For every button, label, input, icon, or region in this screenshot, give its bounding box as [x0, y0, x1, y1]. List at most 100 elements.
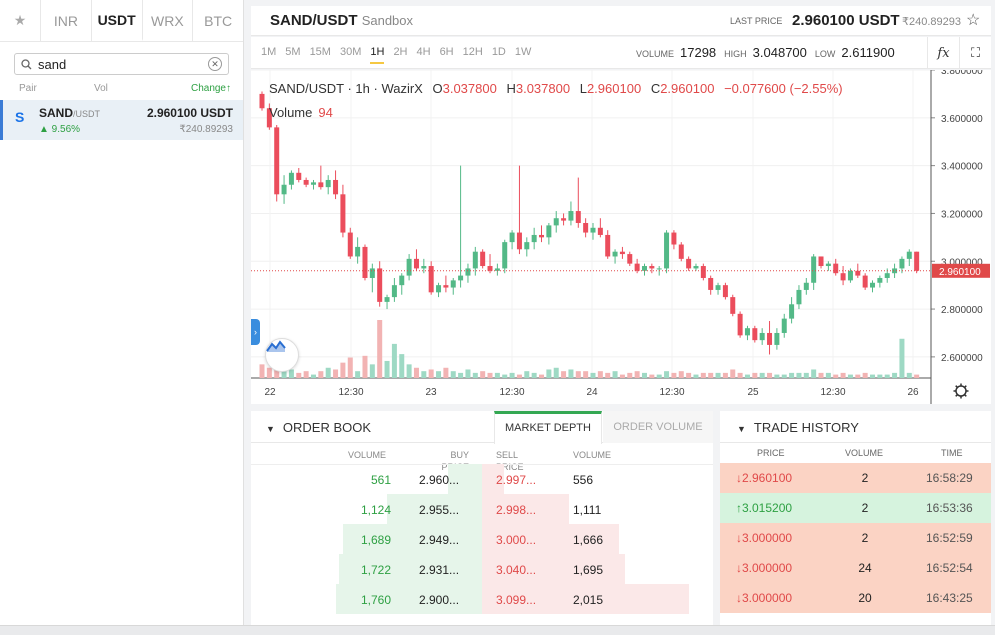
volume-bar: [546, 369, 552, 378]
price-chart[interactable]: 3.800000 3.600000 3.400000 3.200000 3.000000…: [251, 70, 991, 404]
trade-row[interactable]: ↓3.000000 24 16:52:54: [720, 553, 991, 583]
order-book-row[interactable]: 1,722 2.931... 3.040... 1,695: [251, 554, 713, 584]
horizontal-scrollbar[interactable]: [0, 625, 995, 635]
collapse-caret-icon: ▼: [266, 424, 275, 434]
order-book-panel: ▼ ORDER BOOK MARKET DEPTH ORDER VOLUME VO…: [251, 411, 713, 625]
buy-volume: 1,760: [360, 593, 391, 607]
favorite-star-icon[interactable]: ☆: [966, 12, 981, 29]
interval-1h[interactable]: 1H: [370, 46, 385, 64]
sell-depth-bar: [482, 464, 504, 494]
candlestick-chart[interactable]: 3.800000 3.600000 3.400000 3.200000 3.000000…: [251, 70, 991, 404]
volume-bar: [575, 371, 581, 378]
volume-bar: [877, 374, 883, 378]
tab-btc[interactable]: BTC: [204, 12, 233, 29]
trade-row[interactable]: ↓3.000000 20 16:43:25: [720, 583, 991, 613]
indicators-fx-icon[interactable]: fx: [927, 37, 959, 69]
candle-body: [811, 256, 817, 283]
candle-body: [744, 328, 750, 336]
interval-4h[interactable]: 4H: [416, 46, 431, 58]
interval-1d[interactable]: 1D: [491, 46, 506, 58]
fullscreen-icon[interactable]: ⛶: [959, 37, 991, 69]
candle-body: [458, 275, 464, 281]
volume-bar: [678, 371, 684, 378]
interval-30m[interactable]: 30M: [339, 46, 362, 58]
trade-history-title[interactable]: ▼ TRADE HISTORY: [737, 420, 859, 435]
trade-time: 16:53:36: [926, 501, 973, 515]
trade-row[interactable]: ↑3.015200 2 16:53:36: [720, 493, 991, 523]
volume-bar: [377, 320, 383, 378]
clear-search-icon[interactable]: ✕: [208, 57, 222, 71]
interval-15m[interactable]: 15M: [309, 46, 331, 58]
volume-bar: [539, 374, 545, 378]
y-tick-label: 2.600000: [941, 353, 983, 364]
interval-12h[interactable]: 12H: [462, 46, 483, 58]
tab-market-depth[interactable]: MARKET DEPTH: [494, 411, 602, 444]
tab-usdt[interactable]: USDT: [91, 0, 143, 41]
tab-wrx[interactable]: WRX: [143, 0, 194, 41]
col-price: PRICE: [757, 448, 785, 458]
volume-bar: [693, 374, 699, 378]
legend-volume-label: Volume: [269, 105, 313, 120]
market-stats: VOLUME 17298 HIGH 3.048700 LOW 2.611900: [636, 45, 903, 60]
volume-bar: [318, 371, 324, 378]
settings-gear-icon[interactable]: [953, 383, 969, 399]
market-sidebar: ★ INR USDT WRX BTC sand ✕ Pair Vol Chang…: [0, 0, 244, 625]
candle-body: [524, 242, 530, 250]
interval-1m[interactable]: 1M: [261, 46, 277, 58]
low-label: LOW: [814, 49, 836, 59]
candle-body: [266, 108, 272, 128]
col-change[interactable]: Change↑: [190, 83, 231, 94]
volume-bar: [649, 374, 655, 378]
volume-bar: [671, 372, 677, 378]
volume-bar: [310, 374, 316, 378]
tab-order-volume[interactable]: ORDER VOLUME: [603, 411, 713, 443]
trade-price: ↓3.000000: [736, 561, 793, 575]
col-vol[interactable]: Vol: [94, 83, 108, 94]
tab-inr[interactable]: INR: [41, 0, 92, 41]
sand-logo-icon: S: [15, 109, 25, 125]
buy-volume: 1,124: [360, 503, 391, 517]
order-book-row[interactable]: 1,760 2.900... 3.099... 2,015: [251, 584, 713, 614]
volume-bar: [436, 371, 442, 378]
buy-depth-bar: [336, 584, 482, 614]
order-book-row[interactable]: 561 2.960... 2.997... 556: [251, 464, 713, 494]
interval-2h[interactable]: 2H: [393, 46, 408, 58]
last-price-inr: ₹240.89293: [902, 16, 961, 28]
col-pair[interactable]: Pair: [19, 83, 37, 94]
volume-bar: [627, 372, 633, 378]
candle-body: [796, 289, 802, 305]
tab-favorites[interactable]: ★: [0, 0, 41, 41]
volume-bar: [722, 372, 728, 378]
candle-body: [752, 328, 758, 341]
volume-bar: [494, 372, 500, 378]
interval-5m[interactable]: 5M: [285, 46, 301, 58]
trade-volume: 2: [861, 501, 869, 515]
order-book-row[interactable]: 1,124 2.955... 2.998... 1,111: [251, 494, 713, 524]
pair-row-sand-usdt[interactable]: S SAND/USDT ▲ 9.56% 2.960100 USDT ₹240.8…: [0, 100, 243, 140]
interval-6h[interactable]: 6H: [439, 46, 454, 58]
expand-drawing-tools-icon[interactable]: ›: [251, 319, 260, 345]
order-book-row[interactable]: 1,689 2.949... 3.000... 1,666: [251, 524, 713, 554]
volume-bar: [664, 371, 670, 378]
sell-depth-bar: [482, 524, 619, 554]
candle-body: [362, 246, 368, 278]
candle-body: [693, 266, 699, 269]
order-book-title[interactable]: ▼ ORDER BOOK: [266, 420, 372, 435]
candle-body: [781, 318, 787, 333]
trade-row[interactable]: ↓2.960100 2 16:58:29: [720, 463, 991, 493]
header-mode: Sandbox: [361, 13, 414, 28]
candle-body: [590, 227, 596, 233]
buy-price: 2.955...: [419, 503, 460, 517]
search-input[interactable]: sand ✕: [14, 53, 229, 75]
sell-depth-bar: [482, 554, 625, 584]
trade-history-header: ▼ TRADE HISTORY: [720, 411, 991, 443]
candle-body: [333, 179, 339, 195]
volume-bar: [266, 367, 272, 378]
trade-row[interactable]: ↓3.000000 2 16:52:59: [720, 523, 991, 553]
volume-bar: [406, 364, 412, 378]
interval-1w[interactable]: 1W: [514, 46, 532, 58]
pair-list-header: Pair Vol Change↑: [0, 83, 243, 97]
tradingview-logo-icon[interactable]: [265, 338, 299, 372]
interval-selector: 1M 5M 15M 30M 1H 2H 4H 6H 12H 1D 1W: [261, 46, 540, 64]
candle-body: [906, 251, 912, 259]
